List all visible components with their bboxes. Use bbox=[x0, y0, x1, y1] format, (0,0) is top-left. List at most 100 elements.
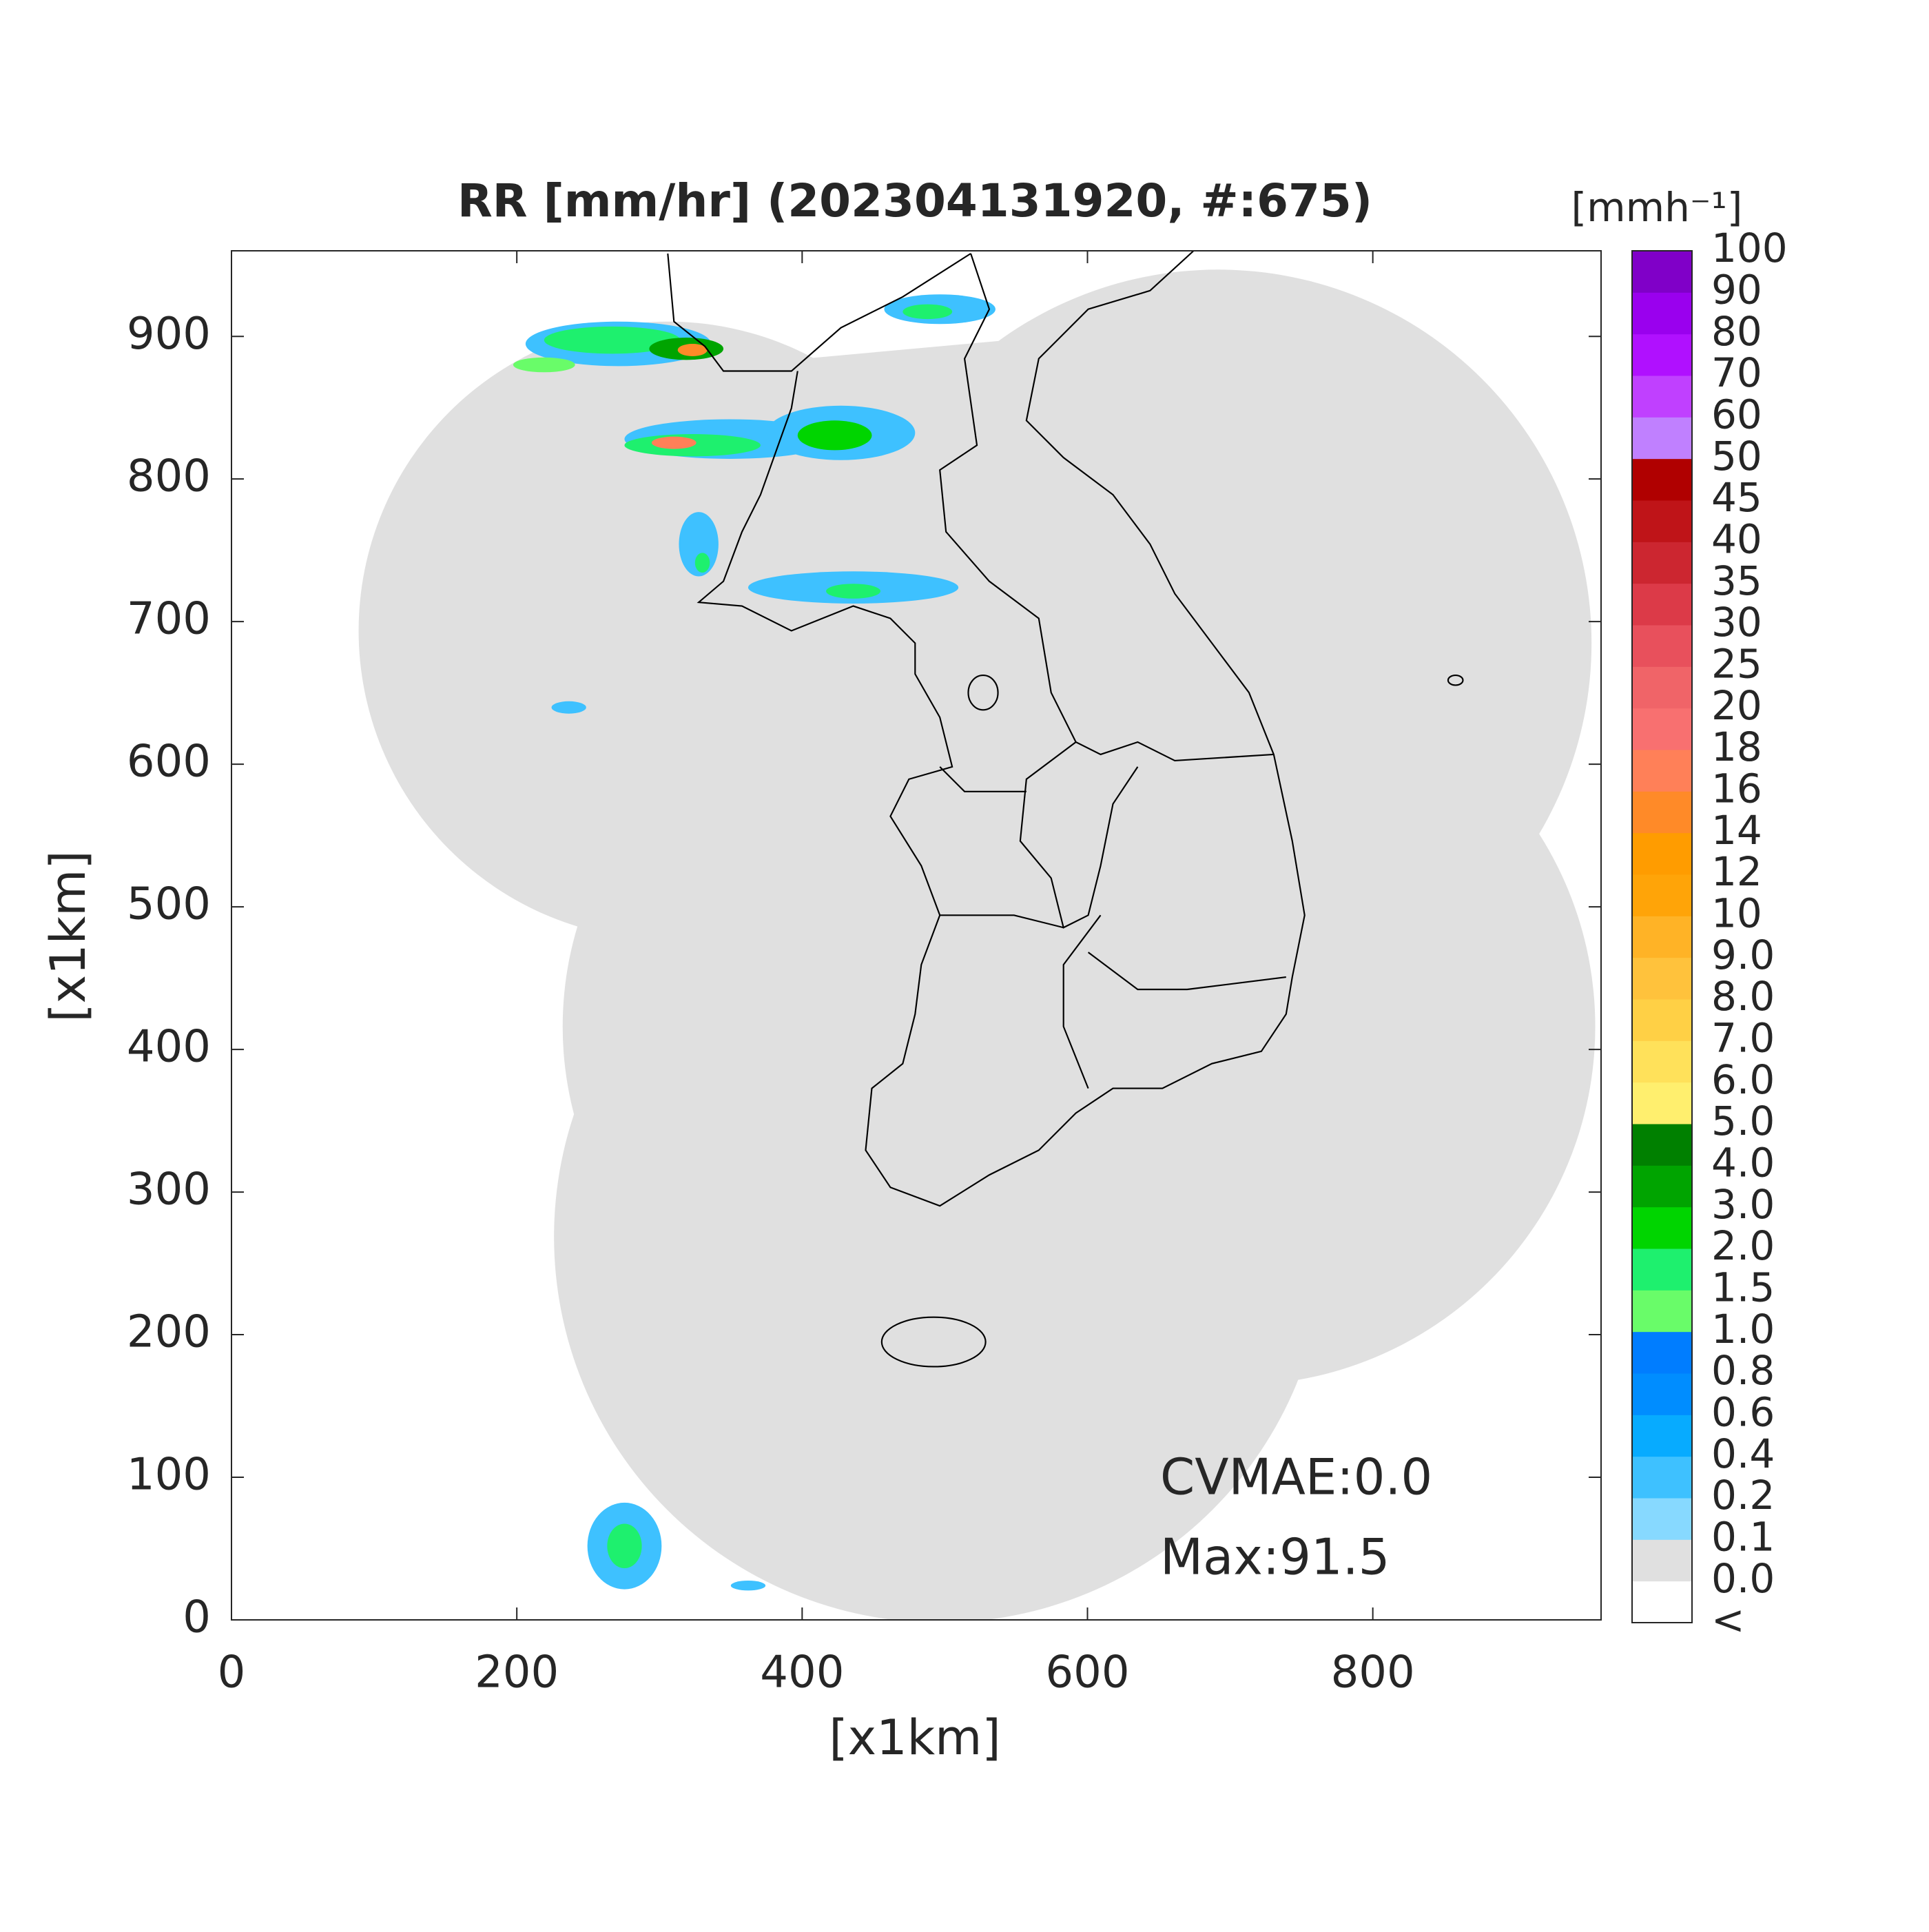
colorbar-unit: [mmh⁻¹] bbox=[1571, 184, 1743, 231]
colorbar-label: 0.8 bbox=[1711, 1347, 1775, 1394]
colorbar-swatch bbox=[1632, 376, 1692, 418]
colorbar-label: 100 bbox=[1711, 225, 1788, 271]
colorbar-label: 8.0 bbox=[1711, 973, 1775, 1020]
colorbar-swatch bbox=[1632, 542, 1692, 584]
map-layer bbox=[358, 251, 1596, 1620]
colorbar-label: 3.0 bbox=[1711, 1181, 1775, 1228]
colorbar-label: 1.0 bbox=[1711, 1306, 1775, 1353]
radar-field bbox=[358, 251, 1596, 1620]
colorbar-swatch bbox=[1632, 458, 1692, 501]
colorbar-swatch bbox=[1632, 1498, 1692, 1540]
colorbar-swatch bbox=[1632, 1581, 1692, 1623]
colorbar-label: 0.1 bbox=[1711, 1513, 1775, 1560]
colorbar-label: 4.0 bbox=[1711, 1139, 1775, 1186]
echo bbox=[513, 357, 575, 373]
colorbar-swatch bbox=[1632, 625, 1692, 667]
colorbar-swatch bbox=[1632, 666, 1692, 709]
colorbar-swatch bbox=[1632, 1373, 1692, 1415]
colorbar-swatch bbox=[1632, 791, 1692, 834]
x-tick-label: 0 bbox=[218, 1647, 246, 1698]
x-axis-label: [x1km] bbox=[829, 1709, 1000, 1766]
rain-echoes bbox=[513, 294, 996, 1591]
coastlines bbox=[667, 251, 1464, 1368]
echo bbox=[902, 304, 953, 320]
colorbar-label: 0.6 bbox=[1711, 1388, 1775, 1435]
colorbar-label: 35 bbox=[1711, 557, 1762, 604]
colorbar-label: < bbox=[1711, 1596, 1745, 1643]
y-tick-label: 800 bbox=[127, 451, 211, 502]
colorbar-label: 50 bbox=[1711, 433, 1762, 480]
echo bbox=[797, 420, 872, 451]
plot-frame bbox=[231, 250, 1602, 1621]
x-tick-label: 400 bbox=[760, 1647, 844, 1698]
colorbar-swatch bbox=[1632, 417, 1692, 460]
colorbar-swatch bbox=[1632, 500, 1692, 542]
echo bbox=[544, 326, 681, 354]
colorbar-label: 12 bbox=[1711, 848, 1762, 895]
annotation: CVMAE:0.0 bbox=[1160, 1448, 1432, 1506]
colorbar-swatch bbox=[1632, 750, 1692, 792]
colorbar-swatch bbox=[1632, 874, 1692, 916]
colorbar-label: 10 bbox=[1711, 890, 1762, 936]
colorbar-swatch bbox=[1632, 708, 1692, 750]
y-tick-label: 900 bbox=[127, 309, 211, 360]
y-tick-label: 0 bbox=[183, 1592, 211, 1643]
colorbar-swatch bbox=[1632, 1206, 1692, 1249]
colorbar-swatch bbox=[1632, 1040, 1692, 1083]
lake bbox=[967, 674, 999, 711]
y-axis-label: [x1km] bbox=[40, 850, 96, 1022]
echo bbox=[826, 584, 881, 599]
y-tick-label: 500 bbox=[127, 879, 211, 930]
y-tick-label: 700 bbox=[127, 594, 211, 645]
colorbar-label: 6.0 bbox=[1711, 1056, 1775, 1103]
colorbar-swatch bbox=[1632, 1124, 1692, 1166]
colorbar-label: 0.2 bbox=[1711, 1472, 1775, 1519]
colorbar-label: 80 bbox=[1711, 308, 1762, 355]
x-tick-label: 800 bbox=[1331, 1647, 1415, 1698]
colorbar-swatch bbox=[1632, 1248, 1692, 1291]
y-tick-label: 300 bbox=[127, 1164, 211, 1215]
colorbar-label: 70 bbox=[1711, 349, 1762, 396]
coastline bbox=[667, 251, 1306, 1207]
colorbar-label: 16 bbox=[1711, 765, 1762, 812]
colorbar-swatch bbox=[1632, 832, 1692, 875]
colorbar-swatch bbox=[1632, 1415, 1692, 1457]
x-tick-label: 600 bbox=[1045, 1647, 1129, 1698]
colorbar-label: 20 bbox=[1711, 682, 1762, 729]
y-tick-label: 200 bbox=[127, 1307, 211, 1358]
coverage-fill bbox=[593, 321, 1423, 1485]
colorbar-label: 18 bbox=[1711, 723, 1762, 770]
echo bbox=[651, 436, 697, 449]
colorbar-swatch bbox=[1632, 916, 1692, 958]
colorbar-label: 40 bbox=[1711, 515, 1762, 562]
chart-title: RR [mm/hr] (202304131920, #:675) bbox=[457, 174, 1372, 227]
y-tick-label: 100 bbox=[127, 1450, 211, 1501]
annotation: Max:91.5 bbox=[1160, 1528, 1390, 1586]
colorbar-swatch bbox=[1632, 1456, 1692, 1499]
colorbar-frame bbox=[1631, 250, 1693, 1623]
colorbar-swatch bbox=[1632, 292, 1692, 335]
x-tick-label: 200 bbox=[475, 1647, 559, 1698]
colorbar-swatch bbox=[1632, 1331, 1692, 1374]
echo bbox=[551, 701, 586, 714]
colorbar-label: 9.0 bbox=[1711, 932, 1775, 978]
y-tick-label: 400 bbox=[127, 1022, 211, 1073]
echo bbox=[607, 1523, 642, 1569]
colorbar-label: 2.0 bbox=[1711, 1222, 1775, 1269]
colorbar-label: 0.4 bbox=[1711, 1430, 1775, 1477]
colorbar-swatch bbox=[1632, 1082, 1692, 1124]
colorbar-swatch bbox=[1632, 999, 1692, 1041]
province-border bbox=[939, 253, 1286, 1089]
colorbar-label: 0.0 bbox=[1711, 1555, 1775, 1602]
colorbar-swatch bbox=[1632, 1165, 1692, 1208]
colorbar-label: 30 bbox=[1711, 599, 1762, 646]
colorbar-label: 60 bbox=[1711, 391, 1762, 438]
echo bbox=[730, 1581, 766, 1591]
colorbar-label: 14 bbox=[1711, 807, 1762, 854]
colorbar-swatch bbox=[1632, 957, 1692, 1000]
colorbar-label: 25 bbox=[1711, 640, 1762, 687]
y-tick-label: 600 bbox=[127, 737, 211, 788]
colorbar-label: 1.5 bbox=[1711, 1264, 1775, 1311]
colorbar-label: 45 bbox=[1711, 474, 1762, 521]
